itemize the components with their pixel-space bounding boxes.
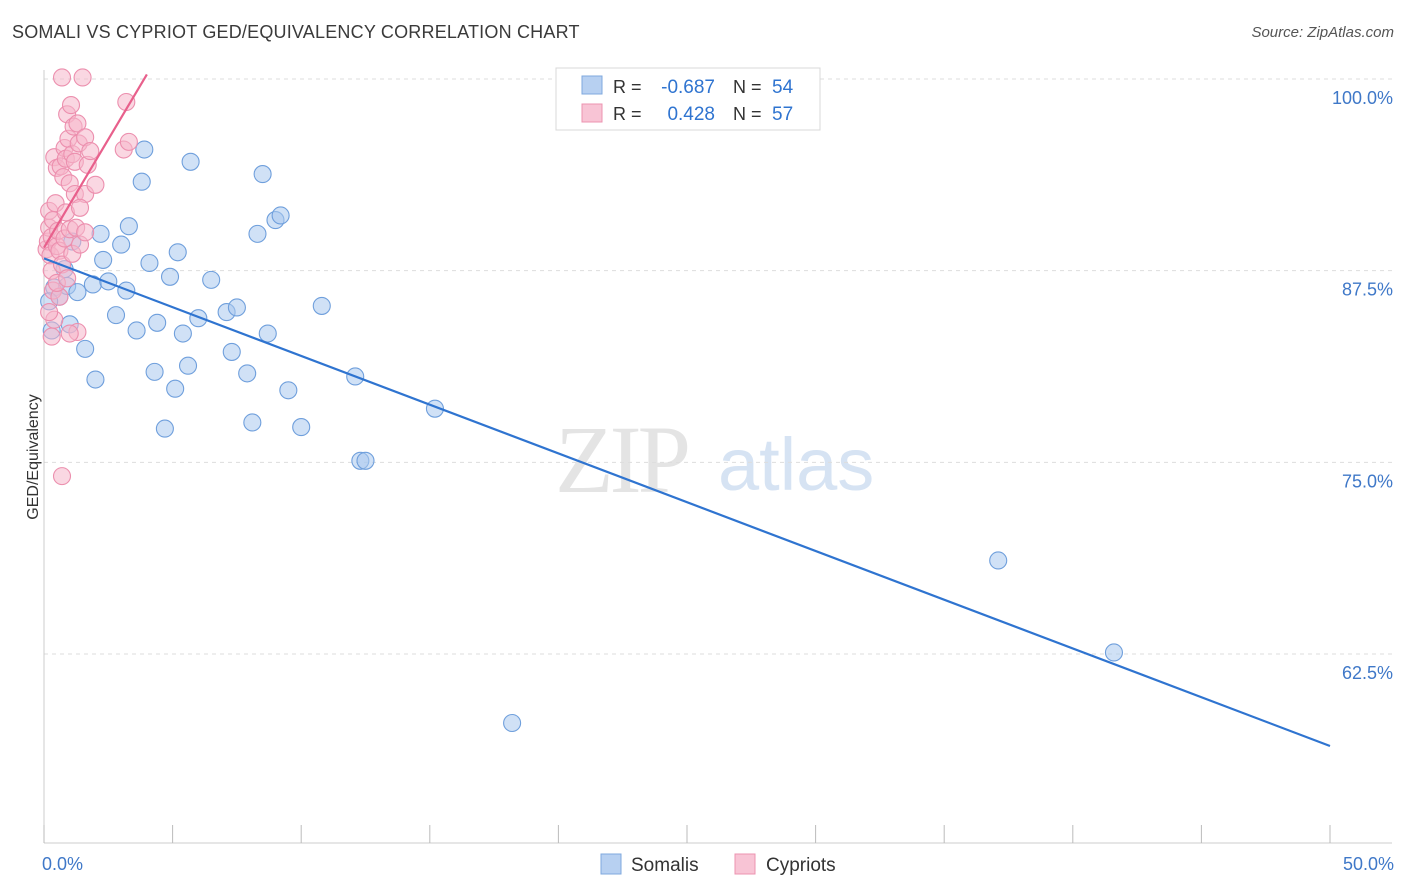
somali-point[interactable] xyxy=(148,313,167,332)
somali-point[interactable] xyxy=(227,298,246,317)
somali-point[interactable] xyxy=(112,235,131,254)
cypriot-point[interactable] xyxy=(52,68,72,87)
somali-point[interactable] xyxy=(140,253,159,273)
somali-point[interactable] xyxy=(356,451,375,470)
legend-n-value-somalis: 54 xyxy=(772,77,794,98)
cypriot-point[interactable] xyxy=(76,223,95,242)
somali-point[interactable] xyxy=(106,306,126,325)
legend-r-value-cypriots: 0.428 xyxy=(667,104,715,125)
somali-point[interactable] xyxy=(181,152,200,171)
tick-labels: 100.0% 87.5% 75.0% 62.5% 0.0% 50.0% xyxy=(42,88,1394,874)
y-axis-label: GED/Equivalency xyxy=(25,394,42,519)
somali-point[interactable] xyxy=(127,321,146,340)
cypriot-point[interactable] xyxy=(81,142,100,161)
trend-lines xyxy=(43,73,1331,748)
somali-point[interactable] xyxy=(312,296,331,315)
x-tick-label: 0.0% xyxy=(42,854,83,874)
legend-swatch-cypriots xyxy=(581,103,603,123)
bottom-legend-label-cypriots[interactable]: Cypriots xyxy=(766,855,836,876)
y-tick-label: 75.0% xyxy=(1342,471,1393,491)
chart-title: SOMALI VS CYPRIOT GED/EQUIVALENCY CORREL… xyxy=(12,22,580,42)
somali-point[interactable] xyxy=(166,379,185,398)
cypriot-point[interactable] xyxy=(86,175,105,194)
cypriot-point[interactable] xyxy=(42,327,61,346)
somali-point[interactable] xyxy=(989,551,1008,570)
correlation-legend: R = -0.687 N = 54 R = 0.428 N = 57 xyxy=(555,67,821,131)
cypriot-point[interactable] xyxy=(61,96,81,115)
somalis-trendline xyxy=(43,257,1331,748)
axes xyxy=(43,70,1392,844)
somali-point[interactable] xyxy=(135,140,154,159)
legend-n-value-cypriots: 57 xyxy=(772,104,793,125)
cypriot-point[interactable] xyxy=(119,132,138,151)
somali-point[interactable] xyxy=(189,309,208,328)
y-tick-label: 100.0% xyxy=(1332,88,1393,108)
somali-point[interactable] xyxy=(258,324,277,343)
somali-point[interactable] xyxy=(168,243,187,262)
somali-point[interactable] xyxy=(292,418,311,437)
cypriot-point[interactable] xyxy=(52,467,72,486)
legend-swatch-somalis xyxy=(581,75,603,95)
somali-point[interactable] xyxy=(238,364,257,383)
legend-r-label-somalis: R = xyxy=(613,77,642,97)
somali-point[interactable] xyxy=(94,250,113,269)
somali-point[interactable] xyxy=(155,419,174,438)
data-points xyxy=(37,68,1124,733)
somali-point[interactable] xyxy=(145,362,164,381)
somali-point[interactable] xyxy=(222,342,241,361)
somali-point[interactable] xyxy=(86,370,105,389)
y-tick-label: 62.5% xyxy=(1342,663,1393,683)
watermark-atlas: atlas xyxy=(718,423,874,506)
cypriot-point[interactable] xyxy=(60,324,79,343)
cypriot-point[interactable] xyxy=(70,198,90,217)
cypriots-trendline xyxy=(43,73,148,249)
legend-n-label-cypriots: N = xyxy=(733,104,762,124)
somali-point[interactable] xyxy=(119,217,138,236)
x-tick-label: 50.0% xyxy=(1343,854,1394,874)
somali-point[interactable] xyxy=(160,267,180,286)
somali-point[interactable] xyxy=(1104,643,1124,662)
cypriot-point[interactable] xyxy=(58,269,77,288)
series-legend: Somalis Cypriots xyxy=(600,853,836,876)
somali-point[interactable] xyxy=(91,224,110,243)
cypriot-point[interactable] xyxy=(40,303,59,322)
somali-point[interactable] xyxy=(279,381,298,400)
somali-point[interactable] xyxy=(202,270,221,289)
chart-source: Source: ZipAtlas.com xyxy=(1251,24,1394,41)
somali-point[interactable] xyxy=(271,206,290,225)
bottom-legend-swatch-somalis[interactable] xyxy=(600,853,622,875)
cypriot-point[interactable] xyxy=(73,68,92,87)
y-tick-label: 87.5% xyxy=(1342,280,1393,300)
somali-point[interactable] xyxy=(68,283,87,302)
somali-point[interactable] xyxy=(248,224,267,243)
somali-point[interactable] xyxy=(243,413,262,432)
somali-point[interactable] xyxy=(76,339,95,358)
somali-point[interactable] xyxy=(253,165,272,184)
cypriot-point[interactable] xyxy=(68,114,87,133)
legend-n-label-somalis: N = xyxy=(733,77,762,97)
somali-point[interactable] xyxy=(132,172,151,191)
legend-r-label-cypriots: R = xyxy=(613,104,642,124)
somali-point[interactable] xyxy=(173,324,192,343)
legend-r-value-somalis: -0.687 xyxy=(661,77,715,98)
somali-point[interactable] xyxy=(503,713,522,733)
bottom-legend-swatch-cypriots[interactable] xyxy=(734,853,756,875)
somali-point[interactable] xyxy=(99,272,118,291)
bottom-legend-label-somalis[interactable]: Somalis xyxy=(631,855,699,876)
somali-point[interactable] xyxy=(178,356,198,375)
